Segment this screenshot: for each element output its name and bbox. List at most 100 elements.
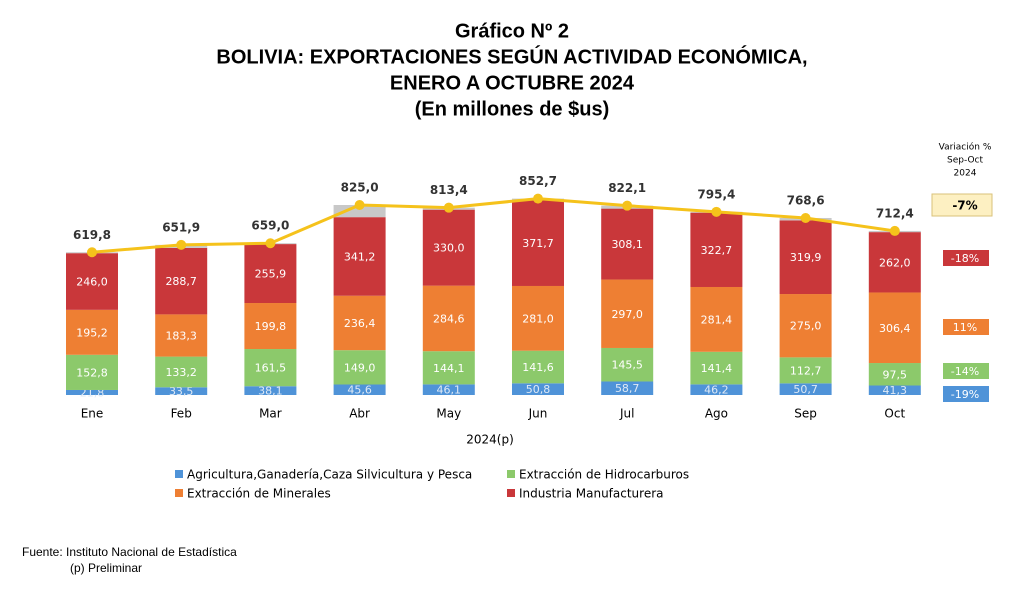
total-label: 795,4 xyxy=(697,187,735,201)
total-label: 659,0 xyxy=(251,219,289,233)
x-tick-label: Ago xyxy=(705,407,728,421)
chart-title: (En millones de $us) xyxy=(415,98,609,120)
bar-segment xyxy=(512,200,564,286)
bar-segment xyxy=(244,386,297,395)
legend-swatch xyxy=(175,470,183,478)
variation-label: -14% xyxy=(951,365,979,378)
legend-label: Agricultura,Ganadería,Caza Silvicultura … xyxy=(187,468,472,482)
total-label: 825,0 xyxy=(341,181,379,195)
data-label: 281,4 xyxy=(701,313,733,326)
bar-segment xyxy=(155,387,208,395)
total-label: 619,8 xyxy=(73,228,111,242)
bar-segment xyxy=(868,385,921,395)
bar-segment xyxy=(155,247,208,315)
data-label: 46,2 xyxy=(704,384,729,397)
data-label: 308,1 xyxy=(611,238,643,251)
bar-segment xyxy=(779,220,832,295)
bar-segment xyxy=(868,363,921,386)
data-label: 199,8 xyxy=(255,320,287,333)
bar-segment xyxy=(690,384,743,395)
total-marker xyxy=(87,247,97,258)
total-label: 822,1 xyxy=(608,181,646,195)
data-label: 275,0 xyxy=(790,320,822,333)
bar-segment xyxy=(66,253,118,310)
data-label: 281,0 xyxy=(522,312,554,325)
x-axis-label: 2024(p) xyxy=(466,433,514,447)
bar-segment xyxy=(779,383,832,395)
data-label: 133,2 xyxy=(165,366,197,379)
total-marker xyxy=(711,206,722,217)
total-marker xyxy=(176,239,187,250)
data-label: 33,5 xyxy=(169,385,194,398)
data-label: 46,1 xyxy=(437,384,462,397)
data-label: 288,7 xyxy=(165,275,197,288)
data-label: 322,7 xyxy=(701,244,733,257)
chart-title: ENERO A OCTUBRE 2024 xyxy=(390,72,635,94)
x-tick-label: Sep xyxy=(794,407,817,421)
x-tick-label: Oct xyxy=(884,407,905,421)
total-label: 712,4 xyxy=(876,206,914,220)
bar-segment xyxy=(66,309,118,355)
total-marker xyxy=(889,225,900,236)
bar-segment xyxy=(601,347,654,382)
data-label: 236,4 xyxy=(344,317,376,330)
bar-segment xyxy=(601,279,654,348)
variation-box xyxy=(943,363,989,379)
variation-label: -7% xyxy=(952,199,977,213)
bar-segment xyxy=(66,389,118,395)
bar-segment xyxy=(244,303,297,350)
data-label: 330,0 xyxy=(433,242,465,255)
data-label: 319,9 xyxy=(790,251,822,264)
bar-segment xyxy=(422,209,475,286)
chart-title: Gráfico Nº 2 xyxy=(455,20,569,42)
bar-segment xyxy=(690,351,743,385)
data-label: 262,0 xyxy=(879,256,911,269)
data-label: 58,7 xyxy=(615,382,640,395)
data-label: 97,5 xyxy=(883,368,908,381)
x-tick-label: Jun xyxy=(528,407,548,421)
bar-segment xyxy=(66,354,118,390)
legend-swatch xyxy=(175,489,183,497)
bar-segment xyxy=(155,314,208,357)
total-label: 651,9 xyxy=(162,220,200,234)
legend-label: Industria Manufacturera xyxy=(519,487,664,501)
total-marker xyxy=(800,212,811,223)
bar-segment xyxy=(512,383,564,395)
data-label: 112,7 xyxy=(790,364,822,377)
data-label: 306,4 xyxy=(879,322,911,335)
data-label: 297,0 xyxy=(611,308,643,321)
total-label: 768,6 xyxy=(787,193,825,207)
variation-label: 11% xyxy=(953,321,977,334)
variation-label: -18% xyxy=(951,252,979,265)
data-label: 341,2 xyxy=(344,250,376,263)
total-label: 813,4 xyxy=(430,183,468,197)
total-marker xyxy=(354,200,365,210)
variation-box xyxy=(943,319,989,335)
total-label: 852,7 xyxy=(519,174,557,188)
data-label: 371,7 xyxy=(522,237,554,250)
data-label: 50,7 xyxy=(793,383,818,396)
data-label: 50,8 xyxy=(526,383,551,396)
legend-swatch xyxy=(507,489,515,497)
data-label: 141,4 xyxy=(701,362,733,375)
bar-segment xyxy=(422,285,475,352)
variation-title: Sep-Oct xyxy=(947,156,983,166)
x-tick-label: Jul xyxy=(619,407,634,421)
variation-box xyxy=(943,386,989,402)
data-label: 183,3 xyxy=(165,330,197,343)
total-marker xyxy=(265,238,276,249)
bar-segment xyxy=(155,356,208,388)
data-label: 141,6 xyxy=(522,361,554,374)
note: (p) Preliminar xyxy=(70,561,142,575)
total-marker xyxy=(443,202,454,213)
data-label: 246,0 xyxy=(76,276,108,289)
bar-rest xyxy=(333,205,386,218)
data-label: 41,3 xyxy=(883,384,908,397)
data-label: 195,2 xyxy=(76,326,108,339)
legend-label: Extracción de Hidrocarburos xyxy=(519,468,689,482)
total-line xyxy=(91,197,896,254)
x-tick-label: Ene xyxy=(81,407,104,421)
variation-label: -19% xyxy=(951,388,979,401)
data-label: 149,0 xyxy=(344,361,376,374)
